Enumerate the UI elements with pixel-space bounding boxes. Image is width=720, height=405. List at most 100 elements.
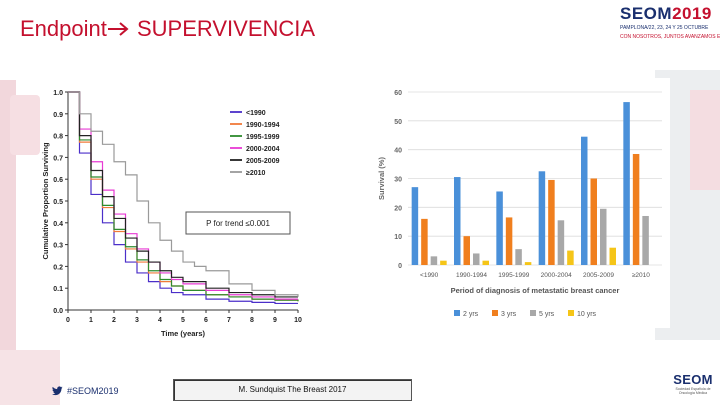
legend-label: <1990: [246, 110, 266, 117]
y-tick-label: 0: [398, 263, 402, 270]
y-axis-title: Cumulative Proportion Surviving: [41, 142, 50, 260]
x-tick-label: 8: [250, 317, 254, 324]
x-tick-label: 5: [181, 317, 185, 324]
logo-tagline: CON NOSOTROS, JUNTOS AVANZAMOS EN CÁNCER: [620, 34, 720, 40]
y-tick-label: 10: [394, 234, 402, 241]
hashtag-text: #SEOM2019: [67, 386, 119, 396]
seom-2019-logo: SEOM2019 PAMPLONA/22, 23, 24 Y 25 OCTUBR…: [620, 4, 720, 54]
bar: [632, 153, 640, 265]
title-left: Endpoint: [20, 16, 107, 41]
legend-label: 2005-2009: [246, 158, 280, 165]
twitter-bird-icon: [52, 386, 63, 396]
bar: [515, 249, 522, 265]
y-tick-label: 0.1: [53, 286, 63, 293]
bar: [421, 218, 428, 265]
x-tick-label: 10: [294, 317, 302, 324]
legend-label: 10 yrs: [577, 311, 597, 318]
x-category-label: ≥2010: [632, 272, 650, 279]
x-tick-label: 1: [89, 317, 93, 324]
x-tick-label: 0: [66, 317, 70, 324]
y-tick-label: 50: [394, 119, 402, 126]
legend-label: 5 yrs: [539, 311, 555, 318]
reference-box: M. Sundquist The Breast 2017: [173, 379, 412, 401]
x-category-label: 1990-1994: [456, 272, 487, 279]
slide-title: Endpoint SUPERVIVENCIA: [20, 16, 315, 42]
logo-brand: SEOM2019: [620, 4, 712, 23]
x-axis-title: Period of diagnosis of metastatic breast…: [451, 286, 620, 295]
bottom-logo-subtitle: Sociedad Española de Oncología Médica: [675, 387, 711, 395]
logo-subtitle: PAMPLONA/22, 23, 24 Y 25 OCTUBRE: [620, 25, 709, 31]
legend-label: 2 yrs: [463, 311, 479, 318]
bar: [590, 178, 597, 265]
bar: [567, 250, 574, 265]
y-tick-label: 40: [394, 148, 402, 155]
bar: [581, 136, 588, 265]
background-decoration: [0, 350, 60, 405]
y-tick-label: 30: [394, 177, 402, 184]
bar: [505, 217, 513, 265]
bar: [557, 220, 565, 265]
x-tick-label: 3: [135, 317, 139, 324]
y-tick-label: 1.0: [53, 90, 63, 97]
y-axis-title: Survival (%): [377, 157, 386, 200]
x-tick-label: 6: [204, 317, 208, 324]
survival-curve-series: [68, 91, 298, 298]
survival-bar-chart: 0 10 20 30 40 50 60 Survival (%) <1990 1990-1994 1…: [372, 78, 670, 328]
footer-hashtag: #SEOM2019: [52, 386, 119, 396]
survival-curve-series: [68, 91, 298, 305]
x-tick-label: 4: [158, 317, 162, 324]
y-tick-label: 0.2: [53, 264, 63, 271]
x-category-label: 1995-1999: [498, 272, 529, 279]
survival-curve-series: [68, 91, 299, 297]
legend-label: ≥2010: [246, 170, 266, 177]
y-tick-label: 60: [394, 90, 402, 97]
legend-label: 3 yrs: [501, 311, 517, 318]
y-tick-label: 0.9: [53, 112, 63, 119]
bar: [463, 236, 470, 265]
trend-annotation: P for trend ≤0.001: [206, 219, 270, 228]
bar: [411, 187, 419, 265]
y-tick-label: 20: [394, 205, 402, 212]
legend-label: 2000-2004: [246, 146, 280, 153]
bar: [430, 256, 438, 265]
bar: [538, 171, 546, 265]
bar: [496, 191, 503, 265]
bar: [454, 177, 461, 265]
bottom-logo-brand: SEOM: [673, 372, 713, 387]
trend-annotation-box: [185, 211, 291, 235]
x-tick-label: 7: [227, 317, 231, 324]
legend-swatch: [568, 310, 574, 316]
y-tick-label: 0.3: [53, 243, 63, 250]
y-tick-label: 0.6: [53, 177, 63, 184]
legend-swatch: [530, 310, 536, 316]
x-category-label: 2005-2009: [583, 272, 614, 279]
x-category-label: <1990: [420, 272, 439, 279]
x-tick-label: 9: [273, 317, 277, 324]
bar: [482, 260, 489, 265]
bar: [609, 247, 616, 265]
background-decoration: [690, 90, 720, 190]
legend-swatch: [454, 310, 460, 316]
legend-swatch: [492, 310, 498, 316]
y-tick-label: 0.5: [53, 199, 63, 206]
y-tick-label: 0.4: [53, 221, 63, 228]
legend-label: 1995-1999: [246, 134, 280, 141]
title-right: SUPERVIVENCIA: [136, 16, 316, 41]
legend-label: 1990-1994: [246, 122, 280, 129]
background-decoration: [10, 95, 40, 155]
bar: [600, 208, 607, 265]
y-tick-label: 0.7: [53, 155, 63, 162]
bar: [623, 102, 630, 265]
survival-bar-svg: 0 10 20 30 40 50 60 Survival (%) <1990 1990-1994 1…: [377, 90, 662, 318]
y-tick-label: 0.8: [53, 134, 63, 141]
seom-logo-bottom: SEOM Sociedad Española de Oncología Médi…: [668, 372, 718, 404]
bar: [473, 253, 480, 265]
survival-curve-svg: 0.0 0.1 0.2 0.3 0.4 0.5 0.6 0.7 0.8 0.9 1.0 0 1 2 3 4 5 6…: [41, 90, 302, 338]
bar: [548, 179, 555, 265]
survival-curve-chart: 0.0 0.1 0.2 0.3 0.4 0.5 0.6 0.7 0.8 0.9 1.0 0 1 2 3 4 5 6…: [40, 82, 302, 347]
y-tick-label: 0.0: [53, 308, 63, 315]
x-tick-label: 2: [112, 317, 116, 324]
x-axis-title: Time (years): [161, 329, 206, 338]
arrow-right-icon: [107, 22, 129, 36]
bar: [642, 215, 649, 265]
